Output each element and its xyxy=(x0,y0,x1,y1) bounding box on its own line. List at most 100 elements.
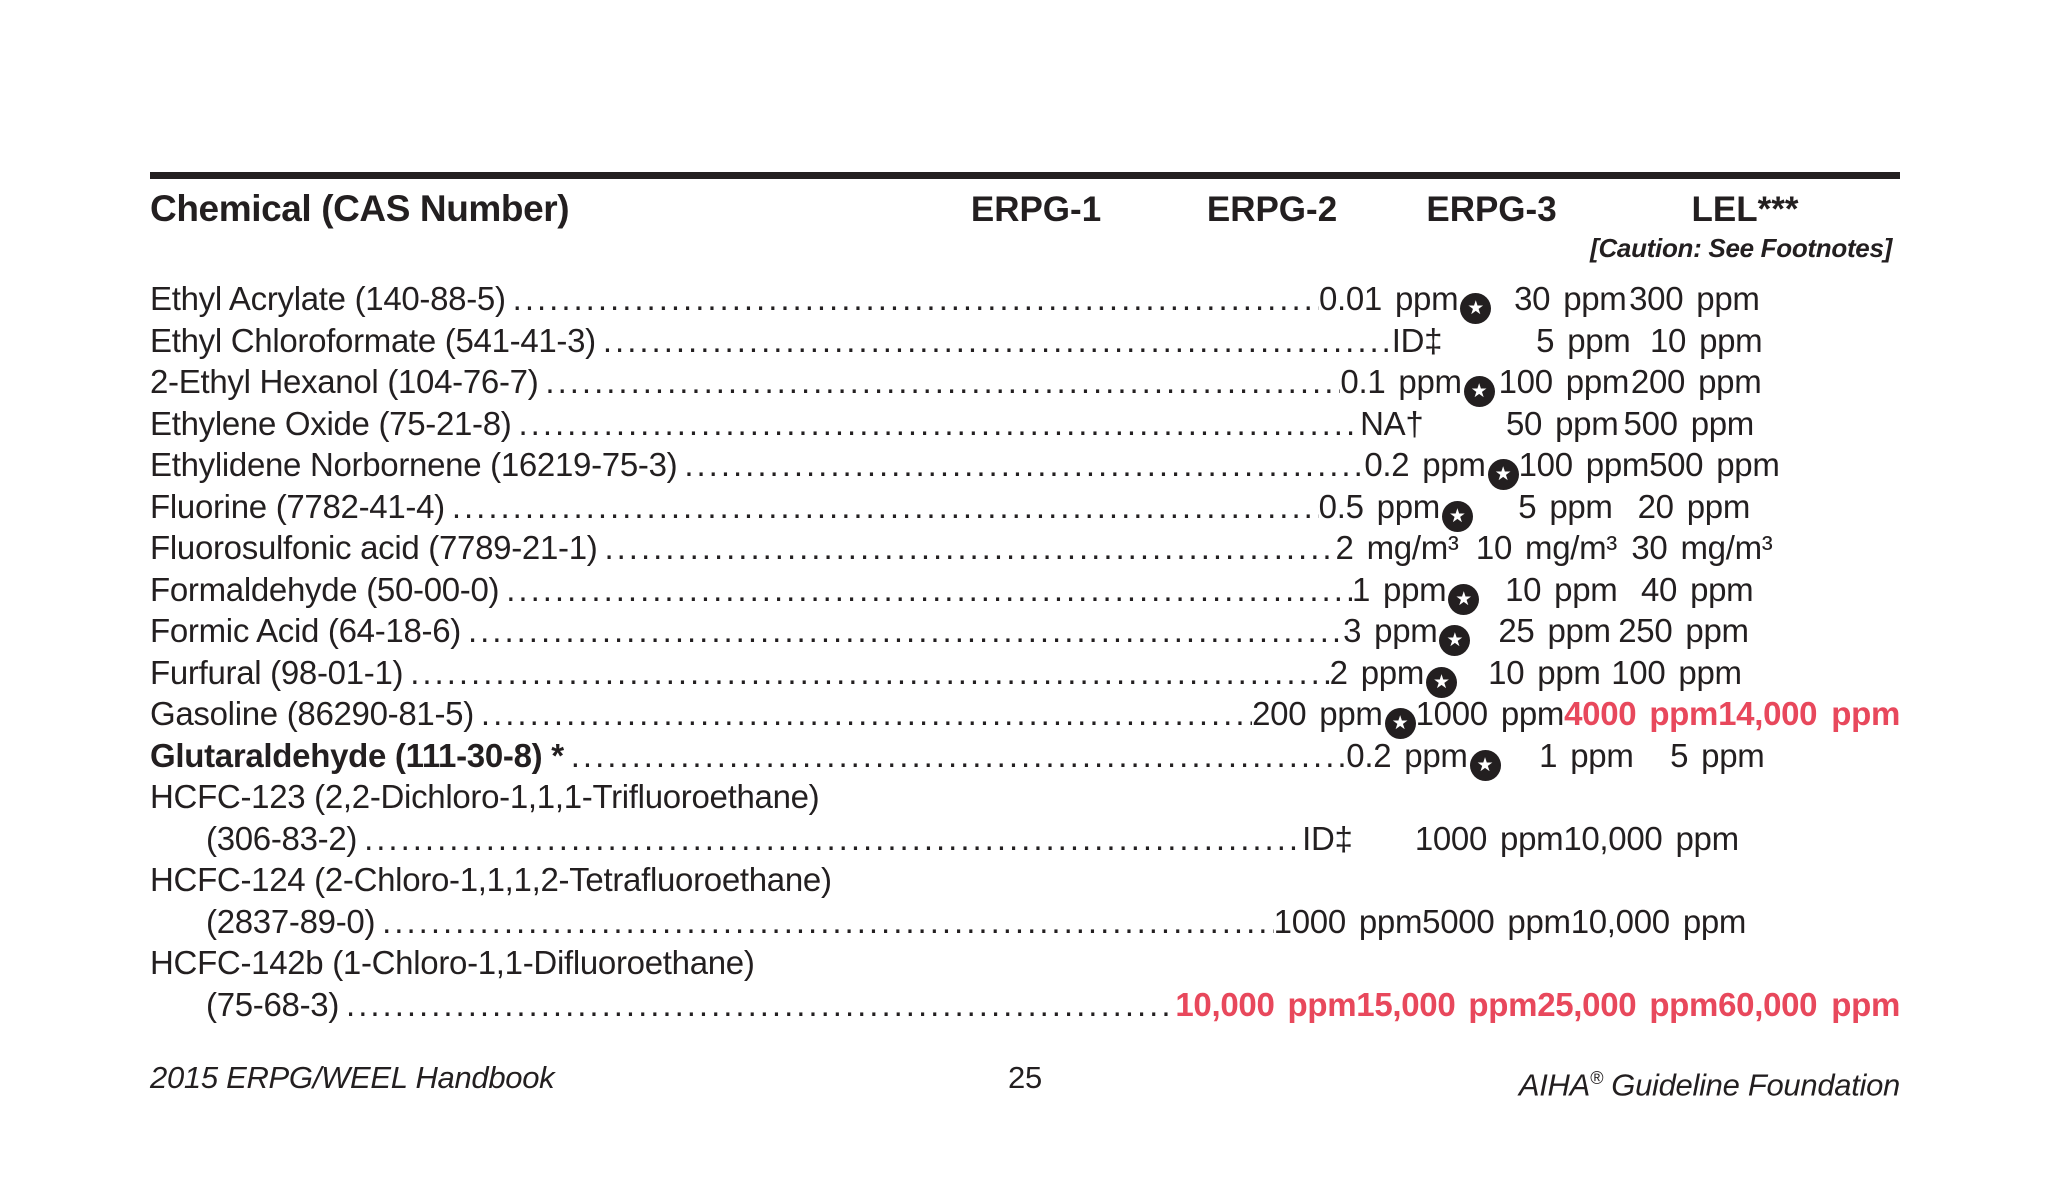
erpg2-value: 10 xyxy=(1505,570,1542,608)
chemical-name: 2-Ethyl Hexanol (104-76-7) xyxy=(150,363,539,400)
erpg1-unit-text: ppm xyxy=(1374,612,1438,649)
erpg2-unit-text: ppm xyxy=(1537,653,1601,691)
erpg1-unit xyxy=(1353,818,1415,860)
erpg1-unit-text: ppm xyxy=(1422,446,1486,483)
table-body: Ethyl Acrylate (140-88-5) 0.01 ppm★ 30 p… xyxy=(150,278,1900,1025)
erpg3-unit: mg/m³ xyxy=(1667,527,1772,569)
dot-leader xyxy=(445,486,1319,528)
lel-value xyxy=(1753,569,1843,611)
erpg2-unit-text: ppm xyxy=(1563,280,1627,317)
erpg1-unit-text: ppm xyxy=(1404,736,1468,774)
erpg1-value: 0.2 xyxy=(1346,736,1392,774)
erpg1-unit-text: ppm xyxy=(1376,487,1441,525)
erpg3-value: 30 xyxy=(1631,529,1668,566)
dot-leader xyxy=(596,320,1392,362)
table-row: Ethylidene Norbornene (16219-75-3) 0.2 p… xyxy=(150,444,1900,490)
erpg1-value: 200 xyxy=(1252,695,1307,732)
chemical-name: Formaldehyde (50-00-0) xyxy=(150,570,500,608)
table-row: Glutaraldehyde (111-30-8) * 0.2 ppm★ 1 p… xyxy=(150,735,1900,781)
erpg2-value: 10 xyxy=(1475,529,1512,566)
table-row: Ethyl Chloroformate (541-41-3) ID‡ 5 ppm… xyxy=(150,320,1900,362)
erpg3-unit-text: ppm xyxy=(1716,446,1780,483)
lel-value xyxy=(1749,610,1842,652)
erpg1-unit: ppm ★ xyxy=(1385,361,1495,407)
dot-leader xyxy=(403,652,1329,694)
dot-leader xyxy=(832,859,999,901)
lel-value xyxy=(1750,486,1842,528)
erpg2-unit xyxy=(1249,942,1353,984)
chemical-name: Fluorosulfonic acid (7789-21-1) xyxy=(150,529,598,566)
erpg3-unit-text: ppm xyxy=(1675,819,1739,857)
table-row: Ethylene Oxide (75-21-8) NA† 50 ppm 500 … xyxy=(150,403,1900,445)
erpg3-unit-text: ppm xyxy=(1701,736,1765,774)
lel-unit xyxy=(1839,652,1900,694)
footnote-star-icon: ★ xyxy=(1469,749,1501,781)
erpg2-unit: ppm xyxy=(1573,444,1650,486)
lel-value: 14,000 xyxy=(1718,695,1818,732)
table-row: Gasoline (86290-81-5) 200 ppm★ 1000 ppm … xyxy=(150,693,1900,739)
lel-value xyxy=(1762,320,1846,362)
erpg2-unit: ppm xyxy=(1494,901,1571,943)
erpg2-unit-text: ppm xyxy=(1549,487,1613,525)
page-number: 25 xyxy=(1008,1060,1042,1095)
erpg2-unit-text: mg/m³ xyxy=(1525,529,1617,566)
erpg1-unit: ppm ★ xyxy=(1370,569,1480,615)
chemical-name: (2837-89-0) xyxy=(206,902,376,940)
chemical-name: HCFC-123 (2,2-Dichloro-1,1,1-Trifluoroet… xyxy=(150,778,820,815)
lel-unit xyxy=(1841,610,1900,652)
dot-leader xyxy=(506,278,1319,320)
dot-leader xyxy=(597,527,1335,569)
erpg3-unit-text: ppm xyxy=(1649,985,1719,1023)
chemical-name: HCFC-142b (1-Chloro-1,1-Difluoroethane) xyxy=(150,944,755,981)
footnote-star-icon: ★ xyxy=(1441,500,1473,532)
erpg2-unit-text: ppm xyxy=(1554,570,1618,608)
erpg2-unit-text: ppm xyxy=(1570,736,1634,774)
lel-unit xyxy=(1851,444,1900,486)
table-row: 2-Ethyl Hexanol (104-76-7) 0.1 ppm★ 100 … xyxy=(150,361,1900,407)
erpg1-unit-text: ppm xyxy=(1358,902,1423,940)
column-header-erpg1: ERPG-1 xyxy=(970,190,1102,229)
column-header-chemical: Chemical (CAS Number) xyxy=(150,188,570,229)
erpg1-unit: ppm ★ xyxy=(1409,444,1519,490)
erpg2-unit-text: ppm xyxy=(1500,695,1565,732)
lel-unit xyxy=(1843,403,1900,445)
erpg3-unit: ppm xyxy=(1672,610,1749,652)
erpg2-value: 5 xyxy=(1518,487,1537,525)
dot-leader xyxy=(499,569,1352,611)
lel-unit xyxy=(1841,901,1900,943)
lel-value xyxy=(1590,942,1790,984)
erpg2-value: 100 xyxy=(1498,363,1553,400)
erpg3-value xyxy=(1353,776,1486,818)
lel-unit xyxy=(1790,942,1900,984)
erpg3-unit: ppm xyxy=(1688,735,1765,777)
lel-unit xyxy=(1847,735,1900,777)
erpg1-unit-text: ppm xyxy=(1398,363,1462,400)
erpg2-value xyxy=(1111,859,1249,901)
lel-value xyxy=(1771,527,1848,569)
erpg1-unit xyxy=(1442,320,1496,362)
chemical-name: Ethyl Chloroformate (541-41-3) xyxy=(150,321,596,359)
erpg2-unit-text: ppm xyxy=(1585,446,1650,483)
erpg2-unit: ppm xyxy=(1553,361,1630,403)
lel-unit-text: ppm xyxy=(1831,985,1900,1023)
erpg3-value: 10,000 xyxy=(1570,902,1670,940)
erpg2-unit: ppm xyxy=(1534,610,1611,652)
erpg2-unit: ppm xyxy=(1542,403,1619,445)
erpg3-unit: ppm xyxy=(1670,901,1747,943)
erpg3-value: 10 xyxy=(1649,321,1687,359)
chemical-name: (75-68-3) xyxy=(206,985,340,1023)
lel-unit: ppm xyxy=(1817,693,1900,735)
erpg1-unit-text: ppm xyxy=(1394,280,1459,317)
erpg1-value: ID‡ xyxy=(1391,321,1443,359)
erpg1-value: NA† xyxy=(1360,404,1424,442)
chemical-name: Gasoline (86290-81-5) xyxy=(150,695,474,732)
erpg2-unit: ppm xyxy=(1487,818,1564,860)
lel-unit xyxy=(1843,569,1900,611)
erpg2-value: 1000 xyxy=(1414,819,1488,857)
erpg2-value: 50 xyxy=(1505,404,1543,442)
erpg1-unit-text: mg/m³ xyxy=(1366,529,1459,566)
lel-value xyxy=(1590,776,1790,818)
table-row: Ethyl Acrylate (140-88-5) 0.01 ppm★ 30 p… xyxy=(150,278,1900,324)
erpg2-unit: ppm xyxy=(1455,984,1537,1026)
lel-value xyxy=(1746,901,1841,943)
